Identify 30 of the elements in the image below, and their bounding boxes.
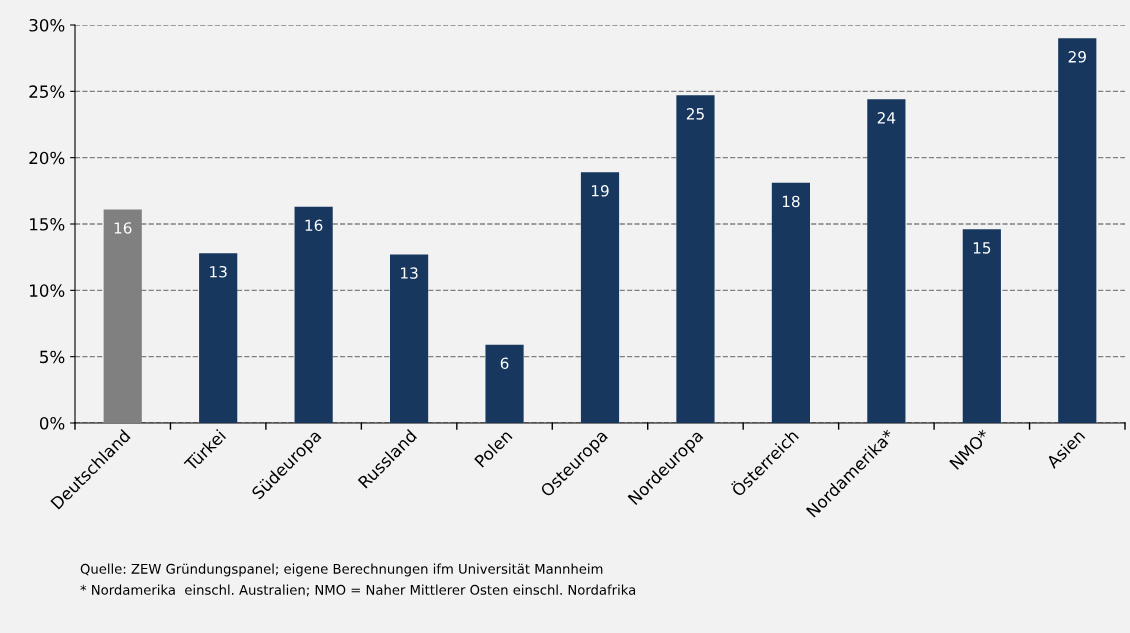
data-label: 29	[1068, 51, 1086, 63]
data-label: 19	[591, 185, 609, 197]
bar	[962, 229, 1001, 423]
data-label: 24	[877, 112, 896, 124]
bar	[199, 253, 238, 423]
bar	[390, 254, 429, 423]
bar	[485, 344, 524, 423]
data-label: 16	[305, 219, 323, 232]
data-label: 13	[401, 267, 418, 279]
data-label: 16	[114, 222, 132, 234]
data-label: 13	[210, 265, 227, 278]
y-tick-label: 15%	[30, 217, 65, 231]
bar	[580, 172, 620, 423]
bar	[867, 99, 906, 423]
data-label: 6	[500, 357, 509, 370]
text: * Nordamerika einschl. Australien; NMO = Naher Mittlerer Osten einschl. Nordafrika	[80, 584, 636, 597]
bar	[771, 182, 810, 423]
source-note: Quelle: ZEW Gründungspanel; eigene Berechnungen ifm Universität Mannheim	[80, 563, 603, 577]
bar	[676, 95, 715, 423]
y-tick-label: 10%	[30, 284, 65, 297]
data-label: 18	[782, 195, 800, 208]
data-label: 25	[686, 108, 704, 120]
y-tick-label: 25%	[29, 85, 65, 98]
data-label: 15	[973, 242, 991, 254]
bar	[1058, 38, 1097, 423]
y-tick-label: 0%	[39, 416, 65, 430]
bar	[294, 206, 333, 423]
y-tick-label: 5%	[40, 350, 65, 364]
y-tick-label: 20%	[29, 151, 65, 165]
y-tick-label: 30%	[29, 18, 65, 32]
